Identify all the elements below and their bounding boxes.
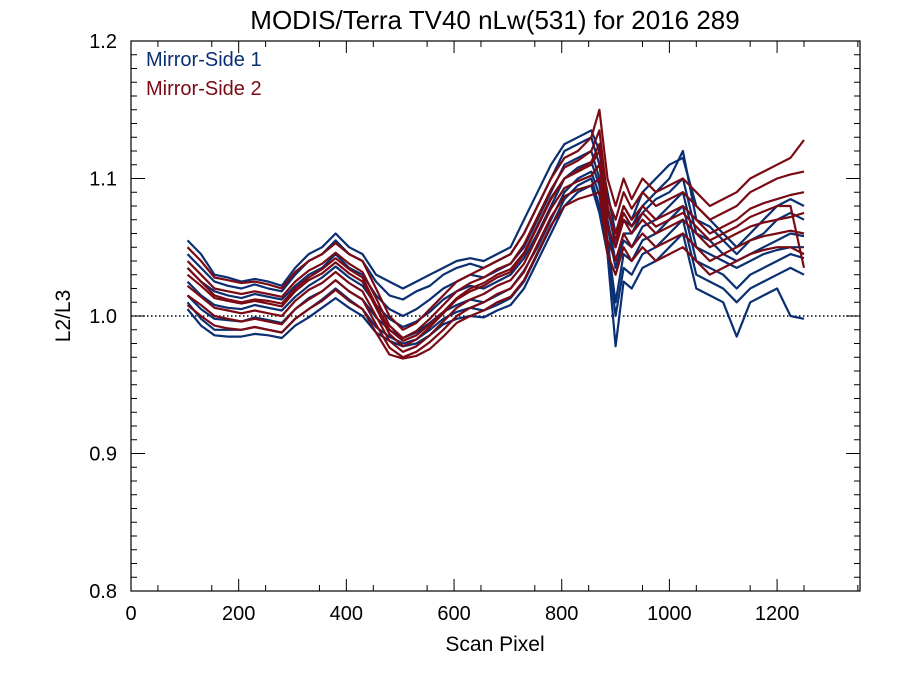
legend: Mirror-Side 1 Mirror-Side 2: [146, 49, 262, 100]
series-line-mirror-side-2: [186, 163, 805, 353]
y-tick-label: 0.9: [89, 444, 117, 466]
series-line-mirror-side-2: [186, 149, 805, 348]
legend-entry-mirror-side-1: Mirror-Side 1: [146, 49, 262, 71]
y-tick-label: 0.8: [89, 581, 117, 603]
series-line-mirror-side-2: [186, 129, 805, 340]
x-tick-label: 0: [125, 603, 136, 625]
y-tick-label: 1.0: [89, 306, 117, 328]
series-line-mirror-side-2: [186, 191, 805, 360]
series-line-mirror-side-2: [186, 143, 806, 342]
series-line-mirror-side-1: [186, 129, 805, 290]
x-tick-label: 600: [437, 603, 470, 625]
legend-entry-mirror-side-2: Mirror-Side 2: [146, 78, 262, 100]
x-tick-label: 1200: [755, 603, 800, 625]
series-line-mirror-side-1: [186, 184, 805, 348]
y-tick-label: 1.2: [89, 31, 117, 53]
x-tick-label: 800: [545, 603, 578, 625]
x-axis-label: Scan Pixel: [445, 633, 544, 656]
series-line-mirror-side-2: [186, 177, 805, 359]
y-axis-label: L2/L3: [52, 290, 75, 343]
plot-area: 0 200 400 600 800 1000 1200 0.8 0.9 1.0 1.1 1.2: [89, 31, 861, 625]
series-line-mirror-side-2: [186, 108, 805, 331]
y-tick-label: 1.1: [89, 169, 117, 191]
x-tick-label: 400: [330, 603, 363, 625]
x-tick-label: 1000: [647, 603, 692, 625]
chart-title: MODIS/Terra TV40 nLw(531) for 2016 289: [250, 5, 739, 35]
x-tick-label: 200: [222, 603, 255, 625]
